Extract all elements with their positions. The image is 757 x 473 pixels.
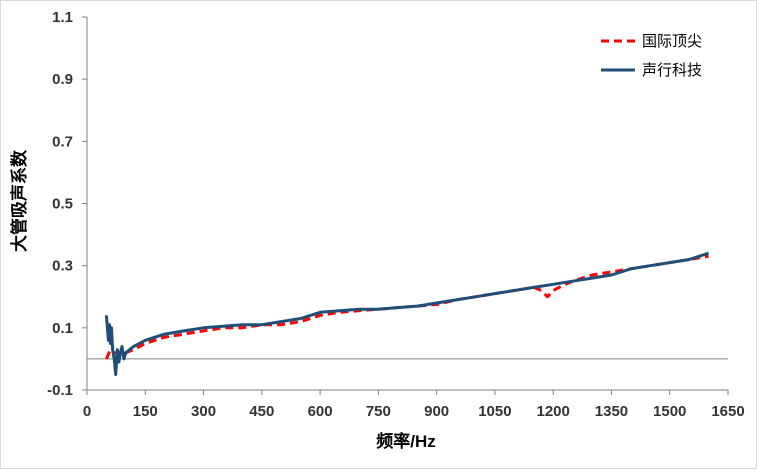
x-tick-label: 450 (249, 403, 274, 420)
legend-label-1: 国际顶尖 (642, 33, 702, 50)
y-tick-label: 0.3 (52, 258, 73, 275)
y-tick-label: 0.7 (52, 133, 73, 150)
x-tick-label: 0 (83, 403, 91, 420)
x-tick-label: 1200 (536, 403, 569, 420)
x-tick-label: 300 (191, 403, 216, 420)
y-tick-label: 0.1 (52, 320, 73, 337)
x-axis-title: 频率/Hz (376, 431, 436, 451)
x-tick-label: 900 (424, 403, 449, 420)
y-tick-label: 0.5 (52, 196, 73, 213)
plot-background (87, 17, 728, 390)
plot-area (87, 17, 728, 390)
y-tick-label: -0.1 (47, 382, 73, 399)
x-tick-label: 1350 (595, 403, 628, 420)
y-tick-label: 0.9 (52, 71, 73, 88)
x-tick-label: 750 (366, 403, 391, 420)
y-axis-title: 大管吸声系数 (9, 149, 29, 252)
x-tick-label: 600 (308, 403, 333, 420)
x-tick-label: 150 (133, 403, 158, 420)
x-tick-label: 1500 (653, 403, 686, 420)
axes: -0.1 0.1 0.3 0.5 0.7 0.9 1.1 0 150 300 450 600 750 90… (47, 9, 745, 420)
x-tick-label: 1650 (711, 403, 744, 420)
legend-label-2: 声行科技 (642, 61, 702, 79)
series-line-2 (104, 251, 710, 376)
series-lines (104, 251, 710, 376)
x-tick-label: 1050 (478, 403, 511, 420)
series-line-1 (105, 254, 709, 360)
y-tick-label: 1.1 (52, 9, 73, 26)
